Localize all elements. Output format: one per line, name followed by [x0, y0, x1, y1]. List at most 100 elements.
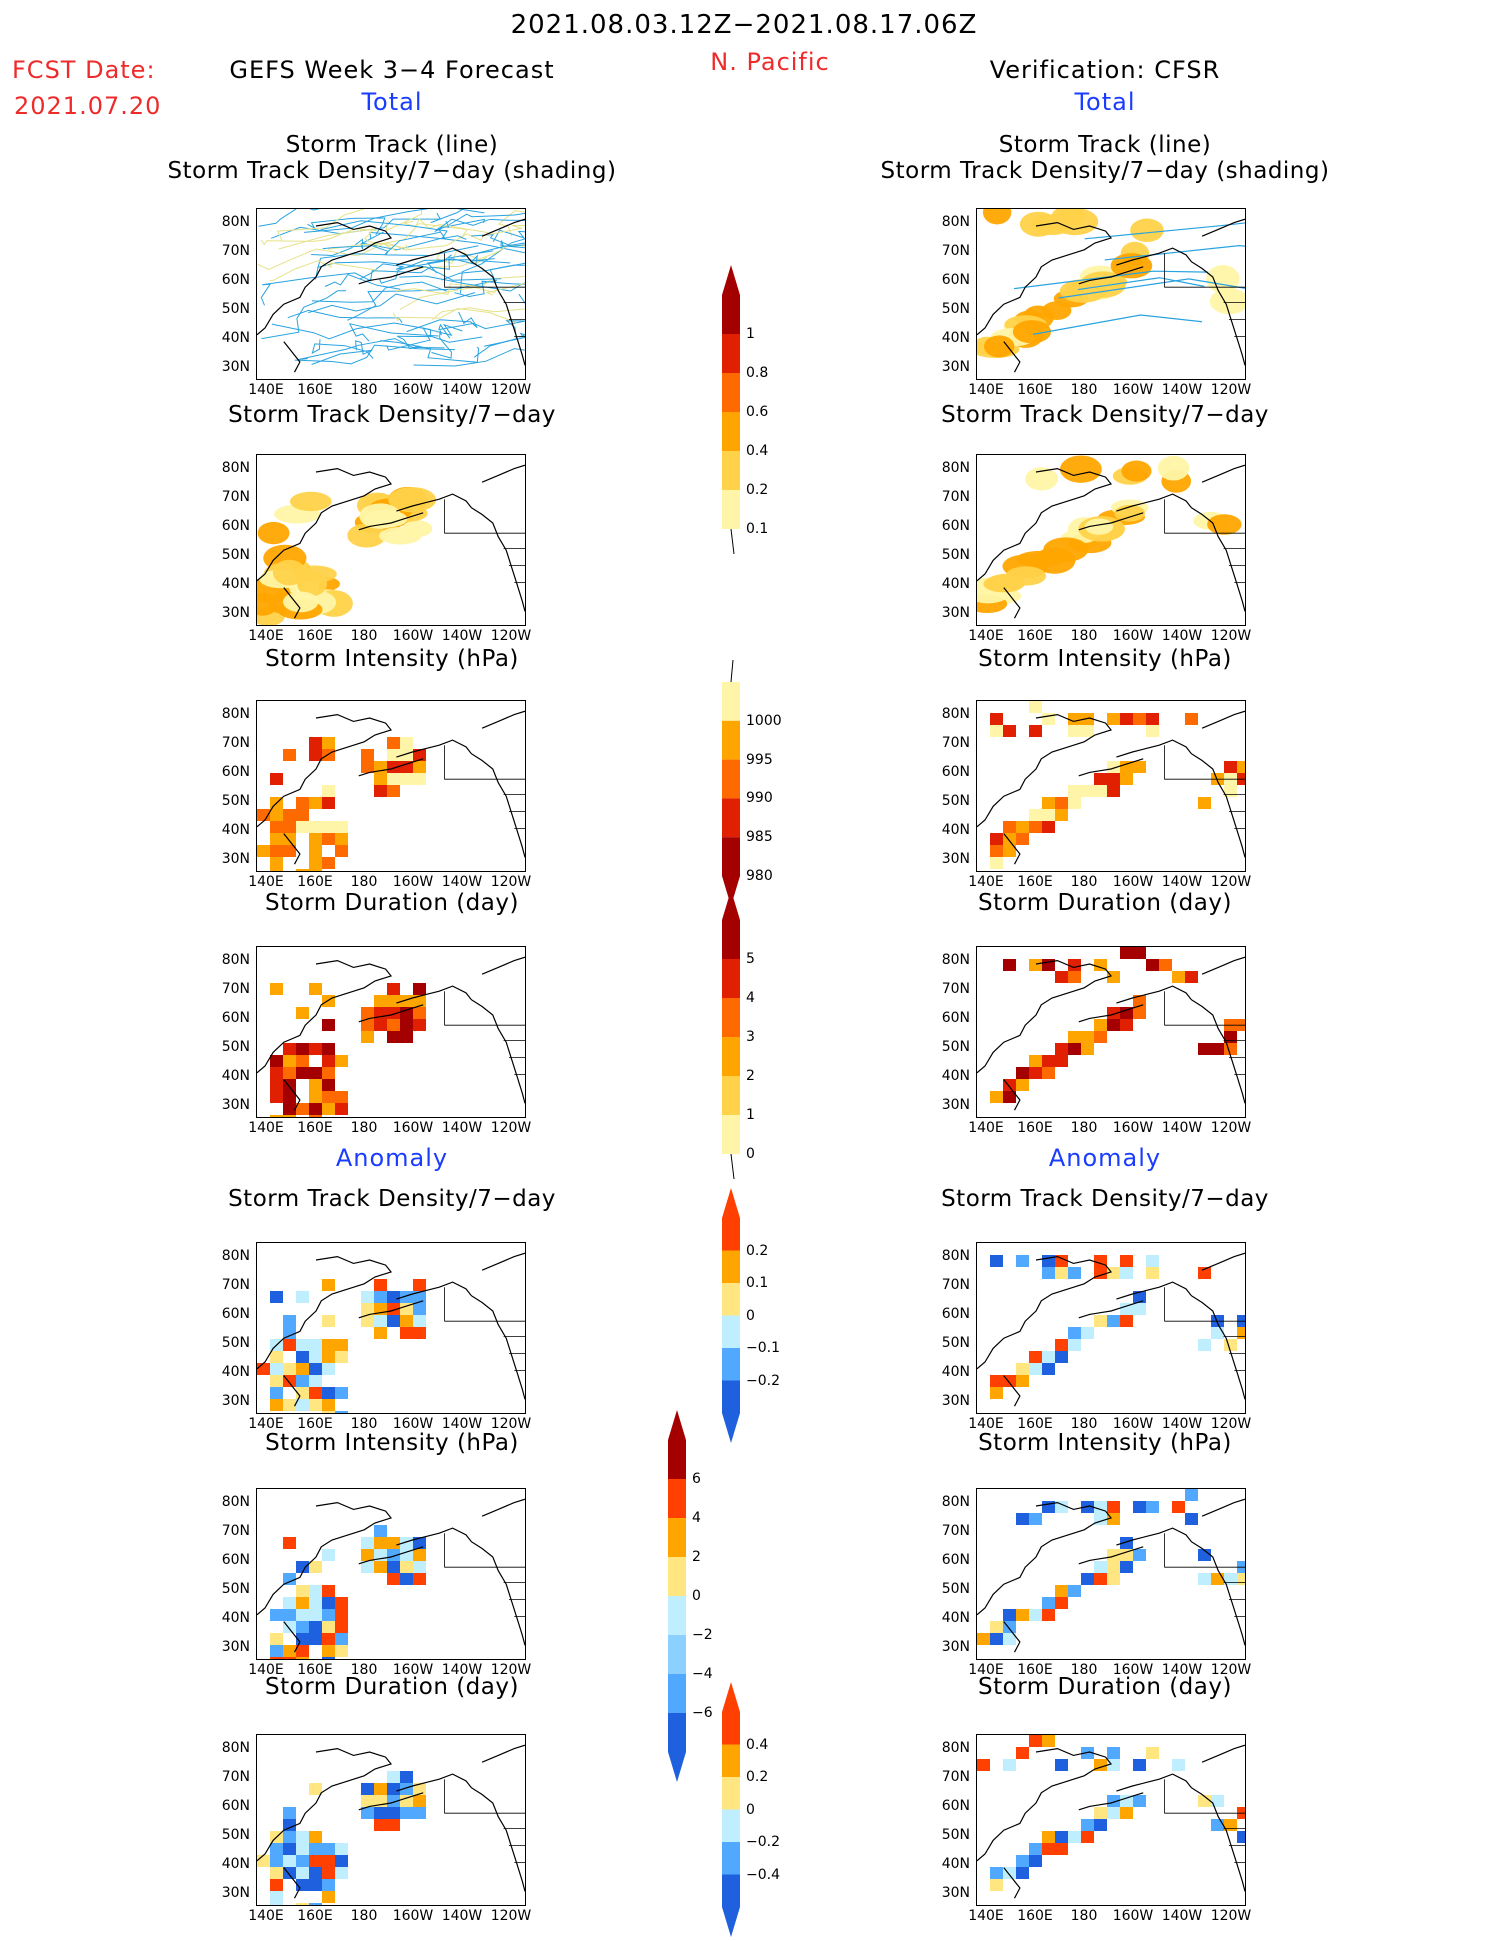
right-intensity-lat-label: 70N — [941, 735, 970, 751]
left-duration_anom-lat-label: 70N — [221, 1769, 250, 1785]
right-map-track-plot — [977, 209, 1245, 373]
right-intensity-lon-label: 120W — [1210, 874, 1252, 890]
colorbar-swatch — [722, 451, 740, 490]
colorbar-swatch — [722, 759, 740, 799]
right-track-line-title: Storm Track (line) — [998, 132, 1212, 158]
colorbar-swatch — [722, 1283, 740, 1316]
colorbar-tick-label: 0 — [692, 1588, 701, 1604]
left-duration-lon-label: 120W — [490, 1120, 532, 1136]
left-intensity-lat-label: 30N — [221, 851, 250, 867]
colorbar-swatch — [722, 1076, 740, 1115]
colorbar-swatch — [722, 1777, 740, 1810]
left-map-intensity_anom — [256, 1488, 526, 1660]
colorbar-tick-label: −2 — [692, 1627, 713, 1643]
colorbar-swatch — [722, 490, 740, 529]
right-map-density-plot — [977, 455, 1245, 619]
left-density_anom-lat-label: 50N — [221, 1335, 250, 1351]
left-density_anom-lat-label: 30N — [221, 1393, 250, 1409]
right-density_anom-lon-label: 140W — [1161, 1416, 1203, 1432]
colorbar-swatch — [722, 1809, 740, 1842]
left-track-lon-label: 160W — [392, 382, 434, 398]
right-intensity_anom-lon-label: 140E — [968, 1662, 1004, 1678]
left-track-lat-label: 50N — [221, 301, 250, 317]
colorbar-swatch — [722, 412, 740, 451]
left-density-lat-label: 70N — [221, 489, 250, 505]
left-duration_anom-lat-label: 30N — [221, 1885, 250, 1901]
colorbar-swatch — [722, 1037, 740, 1076]
right-intensity-lat-label: 60N — [941, 764, 970, 780]
right-density-lat-label: 70N — [941, 489, 970, 505]
colorbar-tick-label: 0.6 — [746, 404, 769, 420]
left-map-density-plot — [257, 464, 525, 625]
left-map-track-plot — [257, 209, 525, 373]
right-duration_anom-lon-label: 140E — [968, 1908, 1004, 1924]
colorbar-swatch — [722, 682, 740, 721]
left-density-lon-label: 140E — [248, 628, 284, 644]
left-intensity-lon-label: 160W — [392, 874, 434, 890]
region-label: N. Pacific — [710, 48, 830, 76]
colorbar-swatch — [722, 720, 740, 760]
left-map-duration — [256, 946, 526, 1118]
colorbar-swatch — [722, 1348, 740, 1381]
left-track-line-title: Storm Track (line) — [285, 132, 499, 158]
left-duration-lon-label: 160W — [392, 1120, 434, 1136]
right-density-lat-label: 30N — [941, 605, 970, 621]
right-track-lat-label: 50N — [941, 301, 970, 317]
forecast-title: GEFS Week 3−4 Forecast — [229, 56, 555, 84]
colorbar-tick-label: 0.1 — [746, 1275, 769, 1291]
left-duration-anom-title: Storm Duration (day) — [265, 1674, 519, 1700]
verification-title: Verification: CFSR — [989, 56, 1221, 84]
right-density_anom-lat-label: 80N — [941, 1248, 970, 1264]
right-density_anom-lat-label: 50N — [941, 1335, 970, 1351]
colorbar-swatch — [668, 1440, 686, 1479]
colorbar-tick-label: 2 — [746, 1068, 755, 1084]
right-intensity-title: Storm Intensity (hPa) — [978, 646, 1232, 672]
left-intensity_anom-lon-label: 140E — [248, 1662, 284, 1678]
right-density_anom-lon-label: 180 — [1070, 1416, 1098, 1432]
colorbar-swatch — [722, 920, 740, 959]
right-track-lon-label: 120W — [1210, 382, 1252, 398]
right-intensity_anom-lat-label: 70N — [941, 1523, 970, 1539]
left-density-lat-label: 40N — [221, 576, 250, 592]
colorbar-swatch — [722, 1874, 740, 1907]
left-intensity_anom-lon-label: 120W — [490, 1662, 532, 1678]
right-density_anom-lon-label: 160W — [1112, 1416, 1154, 1432]
colorbar-swatch — [722, 1250, 740, 1283]
right-duration-lon-label: 140W — [1161, 1120, 1203, 1136]
right-track-lon-label: 140E — [968, 382, 1004, 398]
intensity-total-colorbar — [716, 652, 746, 910]
left-density-anom-title: Storm Track Density/7−day — [228, 1186, 556, 1212]
right-density_anom-lat-label: 30N — [941, 1393, 970, 1409]
left-density_anom-lon-label: 120W — [490, 1416, 532, 1432]
left-duration_anom-lat-label: 40N — [221, 1856, 250, 1872]
right-duration_anom-lat-label: 40N — [941, 1856, 970, 1872]
left-map-density — [256, 454, 526, 626]
left-intensity_anom-lat-label: 30N — [221, 1639, 250, 1655]
colorbar-swatch — [722, 998, 740, 1037]
left-track-lon-label: 140E — [248, 382, 284, 398]
left-density_anom-lon-label: 180 — [350, 1416, 378, 1432]
right-track-lat-label: 80N — [941, 214, 970, 230]
colorbar-swatch — [722, 373, 740, 412]
left-track-lat-label: 40N — [221, 330, 250, 346]
right-map-density_anom-plot — [977, 1252, 1245, 1407]
left-intensity_anom-lat-label: 70N — [221, 1523, 250, 1539]
left-density-lon-label: 160W — [392, 628, 434, 644]
right-intensity_anom-lon-label: 140W — [1161, 1662, 1203, 1678]
right-density-lat-label: 50N — [941, 547, 970, 563]
left-map-density_anom — [256, 1242, 526, 1414]
right-track-lon-label: 180 — [1070, 382, 1098, 398]
colorbar-tick-label: 0.8 — [746, 365, 769, 381]
right-duration-title: Storm Duration (day) — [978, 890, 1232, 916]
colorbar-tick-label: 2 — [692, 1549, 701, 1565]
colorbar-swatch — [722, 837, 740, 876]
left-duration-lon-label: 180 — [350, 1120, 378, 1136]
colorbar-swatch — [668, 1557, 686, 1596]
left-duration-lon-label: 140W — [441, 1120, 483, 1136]
left-density_anom-lat-label: 80N — [221, 1248, 250, 1264]
right-map-duration — [976, 946, 1246, 1118]
colorbar-tick-label: −0.1 — [746, 1340, 780, 1356]
colorbar-swatch — [722, 1712, 740, 1745]
right-duration-lat-label: 80N — [941, 952, 970, 968]
right-intensity_anom-lon-label: 160E — [1017, 1662, 1053, 1678]
